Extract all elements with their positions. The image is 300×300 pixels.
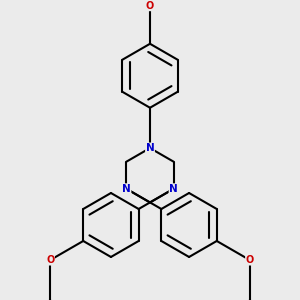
Text: O: O	[46, 255, 54, 265]
Text: N: N	[169, 184, 178, 194]
Text: N: N	[146, 143, 154, 153]
Text: O: O	[146, 1, 154, 11]
Text: N: N	[122, 184, 131, 194]
Text: O: O	[246, 255, 254, 265]
